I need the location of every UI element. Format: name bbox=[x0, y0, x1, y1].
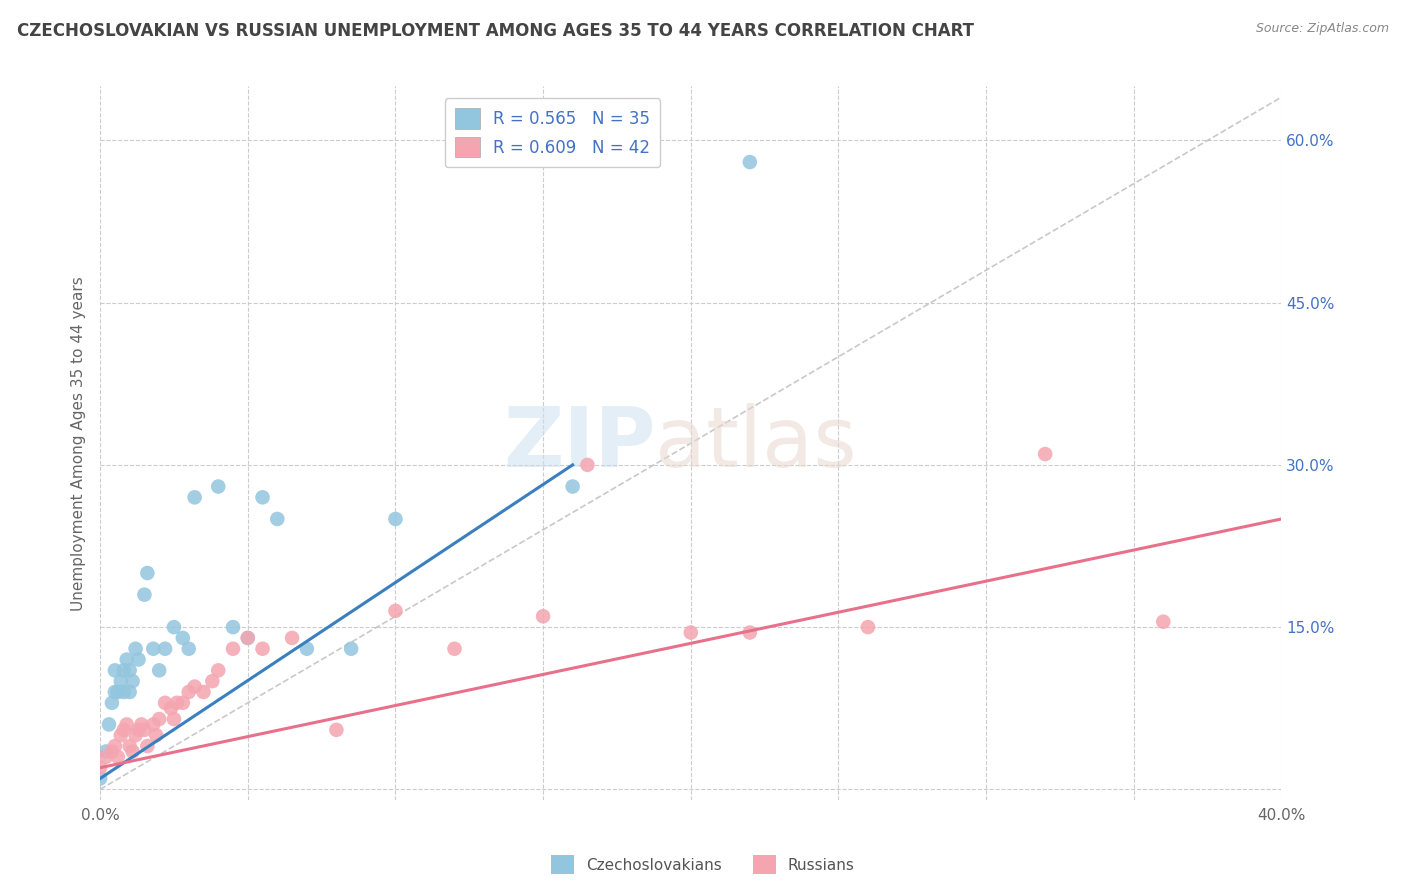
Point bbox=[738, 625, 761, 640]
Point bbox=[679, 625, 702, 640]
Point bbox=[136, 566, 159, 580]
Point bbox=[98, 717, 121, 731]
Y-axis label: Unemployment Among Ages 35 to 44 years: Unemployment Among Ages 35 to 44 years bbox=[72, 276, 86, 611]
Point bbox=[121, 744, 143, 758]
Point bbox=[856, 620, 879, 634]
Point bbox=[738, 155, 761, 169]
Point bbox=[112, 664, 135, 678]
Point bbox=[128, 652, 150, 666]
Point bbox=[443, 641, 465, 656]
Point bbox=[172, 696, 194, 710]
Point bbox=[266, 512, 288, 526]
Point bbox=[104, 685, 127, 699]
Point bbox=[222, 620, 245, 634]
Point bbox=[252, 491, 274, 505]
Point bbox=[281, 631, 304, 645]
Point bbox=[153, 696, 176, 710]
Point bbox=[531, 609, 554, 624]
Point bbox=[142, 717, 165, 731]
Text: ZIP: ZIP bbox=[503, 403, 655, 483]
Point bbox=[118, 664, 141, 678]
Point bbox=[118, 685, 141, 699]
Point bbox=[115, 652, 138, 666]
Point bbox=[236, 631, 259, 645]
Point bbox=[1033, 447, 1056, 461]
Point bbox=[177, 685, 200, 699]
Point bbox=[94, 744, 117, 758]
Text: atlas: atlas bbox=[655, 403, 858, 483]
Point bbox=[104, 664, 127, 678]
Point bbox=[153, 641, 176, 656]
Point bbox=[576, 458, 599, 472]
Point bbox=[128, 723, 150, 737]
Point bbox=[1152, 615, 1174, 629]
Point bbox=[325, 723, 347, 737]
Point bbox=[166, 696, 188, 710]
Point bbox=[148, 712, 170, 726]
Legend: R = 0.565   N = 35, R = 0.609   N = 42: R = 0.565 N = 35, R = 0.609 N = 42 bbox=[446, 98, 661, 168]
Point bbox=[118, 739, 141, 753]
Point bbox=[384, 512, 406, 526]
Point bbox=[101, 696, 124, 710]
Point bbox=[131, 717, 153, 731]
Point bbox=[163, 712, 186, 726]
Point bbox=[340, 641, 363, 656]
Point bbox=[207, 664, 229, 678]
Point bbox=[107, 685, 129, 699]
Point bbox=[134, 588, 156, 602]
Point bbox=[107, 750, 129, 764]
Point bbox=[207, 479, 229, 493]
Point bbox=[124, 641, 146, 656]
Point bbox=[384, 604, 406, 618]
Point bbox=[121, 674, 143, 689]
Point bbox=[163, 620, 186, 634]
Legend: Czechoslovakians, Russians: Czechoslovakians, Russians bbox=[546, 849, 860, 880]
Point bbox=[134, 723, 156, 737]
Point bbox=[101, 744, 124, 758]
Point bbox=[183, 680, 205, 694]
Point bbox=[104, 739, 127, 753]
Point bbox=[172, 631, 194, 645]
Point bbox=[136, 739, 159, 753]
Point bbox=[94, 750, 117, 764]
Point bbox=[89, 772, 111, 786]
Point bbox=[115, 717, 138, 731]
Point bbox=[236, 631, 259, 645]
Point bbox=[193, 685, 215, 699]
Point bbox=[148, 664, 170, 678]
Point bbox=[222, 641, 245, 656]
Point bbox=[183, 491, 205, 505]
Point bbox=[561, 479, 583, 493]
Point bbox=[201, 674, 224, 689]
Point bbox=[110, 728, 132, 742]
Point bbox=[177, 641, 200, 656]
Point bbox=[160, 701, 183, 715]
Text: Source: ZipAtlas.com: Source: ZipAtlas.com bbox=[1256, 22, 1389, 36]
Point bbox=[145, 728, 167, 742]
Point bbox=[142, 641, 165, 656]
Point bbox=[112, 685, 135, 699]
Point bbox=[112, 723, 135, 737]
Point bbox=[252, 641, 274, 656]
Point bbox=[295, 641, 318, 656]
Text: CZECHOSLOVAKIAN VS RUSSIAN UNEMPLOYMENT AMONG AGES 35 TO 44 YEARS CORRELATION CH: CZECHOSLOVAKIAN VS RUSSIAN UNEMPLOYMENT … bbox=[17, 22, 974, 40]
Point bbox=[89, 761, 111, 775]
Point bbox=[124, 728, 146, 742]
Point bbox=[110, 674, 132, 689]
